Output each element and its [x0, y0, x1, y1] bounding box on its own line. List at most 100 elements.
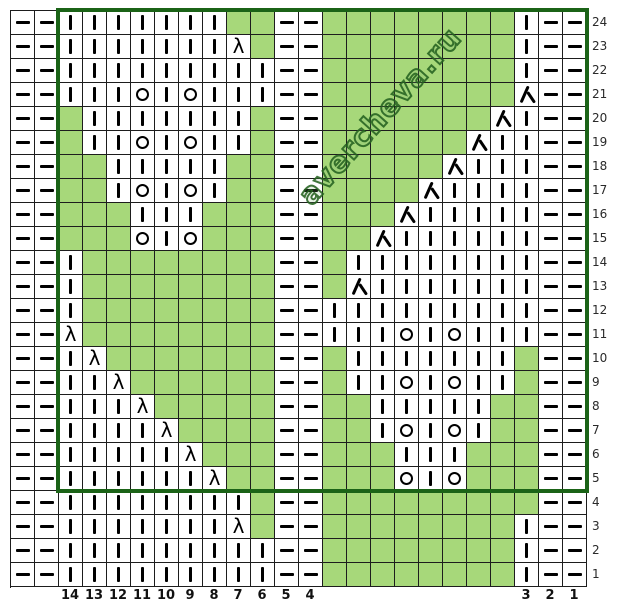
knit-bar-symbol [467, 251, 490, 274]
cell-r15-c5 [107, 227, 131, 251]
cell-r17-c19 [443, 179, 467, 203]
cell-r22-c5 [107, 59, 131, 83]
cell-r16-c3 [59, 203, 83, 227]
knit-bar-symbol [59, 539, 82, 562]
cell-r15-c17 [395, 227, 419, 251]
cell-r11-c1 [11, 323, 35, 347]
cell-r23-c7 [155, 35, 179, 59]
cell-r21-c7 [155, 83, 179, 107]
knit-bar-symbol [491, 371, 514, 394]
cell-r14-c1 [11, 251, 35, 275]
purl-dash-symbol [275, 107, 298, 130]
knit-bar-symbol [203, 59, 226, 82]
cell-r23-c9 [203, 35, 227, 59]
knit-bar-symbol [419, 467, 442, 490]
knit-bar-symbol [59, 347, 82, 370]
cell-r13-c22 [515, 275, 539, 299]
knit-bar-symbol [83, 395, 106, 418]
cell-r15-c20 [467, 227, 491, 251]
cell-r7-c19 [443, 419, 467, 443]
purl-dash-symbol [563, 467, 586, 490]
knit-bar-symbol [83, 107, 106, 130]
cell-r24-c18 [419, 11, 443, 35]
purl-dash-symbol [11, 443, 34, 466]
cell-r15-c11 [251, 227, 275, 251]
knit-bar-symbol [203, 11, 226, 34]
purl-dash-symbol [35, 323, 58, 346]
cell-r5-c2 [35, 467, 59, 491]
cell-r19-c3 [59, 131, 83, 155]
purl-dash-symbol [275, 131, 298, 154]
cell-r7-c14 [323, 419, 347, 443]
cell-r12-c8 [179, 299, 203, 323]
purl-dash-symbol [563, 563, 586, 586]
cell-r11-c7 [155, 323, 179, 347]
purl-dash-symbol [563, 371, 586, 394]
double-decrease-symbol [491, 107, 514, 130]
cell-r19-c13 [299, 131, 323, 155]
knit-bar-symbol [59, 83, 82, 106]
left-decrease-symbol: λ [136, 394, 149, 418]
yarn-over-symbol [395, 419, 418, 442]
cell-r17-c4 [83, 179, 107, 203]
cell-r2-c3 [59, 539, 83, 563]
purl-dash-symbol [275, 35, 298, 58]
purl-dash-symbol [299, 11, 322, 34]
cell-r8-c12 [275, 395, 299, 419]
cell-r17-c10 [227, 179, 251, 203]
cell-r21-c8 [179, 83, 203, 107]
cell-r21-c15 [347, 83, 371, 107]
cell-r13-c13 [299, 275, 323, 299]
purl-dash-symbol [35, 59, 58, 82]
purl-dash-symbol [539, 515, 562, 538]
knit-bar-symbol [371, 347, 394, 370]
row-number-13: 13 [592, 279, 608, 293]
cell-r22-c14 [323, 59, 347, 83]
cell-r1-c6 [131, 563, 155, 587]
cell-r14-c16 [371, 251, 395, 275]
cell-r21-c23 [539, 83, 563, 107]
knit-bar-symbol [491, 251, 514, 274]
cell-r22-c19 [443, 59, 467, 83]
cell-r3-c15 [347, 515, 371, 539]
purl-dash-symbol [563, 491, 586, 514]
cell-r3-c18 [419, 515, 443, 539]
cell-r1-c23 [539, 563, 563, 587]
yarn-over-symbol [131, 179, 154, 202]
cell-r10-c2 [35, 347, 59, 371]
cell-r8-c1 [11, 395, 35, 419]
knit-bar-symbol [155, 155, 178, 178]
cell-r2-c20 [467, 539, 491, 563]
cell-r22-c21 [491, 59, 515, 83]
cell-r9-c17 [395, 371, 419, 395]
cell-r8-c10 [227, 395, 251, 419]
cell-r4-c18 [419, 491, 443, 515]
knit-bar-symbol [515, 59, 538, 82]
purl-dash-symbol [563, 251, 586, 274]
cell-r20-c22 [515, 107, 539, 131]
row-numbers-column: 24 23 22 21 20 19 18 17 16 15 14 13 12 11 10 9 8 7 6 5 4 3 2 1 [592, 10, 620, 586]
stitch-number-5: 5 [281, 588, 291, 603]
cell-r20-c21 [491, 107, 515, 131]
purl-dash-symbol [11, 35, 34, 58]
cell-r9-c10 [227, 371, 251, 395]
cell-r9-c7 [155, 371, 179, 395]
cell-r16-c7 [155, 203, 179, 227]
double-decrease-symbol [395, 203, 418, 226]
cell-r1-c19 [443, 563, 467, 587]
knit-bar-symbol [443, 395, 466, 418]
knit-bar-symbol [131, 491, 154, 514]
purl-dash-symbol [275, 251, 298, 274]
cell-r1-c7 [155, 563, 179, 587]
knit-bar-symbol [515, 299, 538, 322]
cell-r2-c24 [563, 539, 587, 563]
cell-r7-c20 [467, 419, 491, 443]
purl-dash-symbol [299, 227, 322, 250]
cell-r20-c4 [83, 107, 107, 131]
purl-dash-symbol [11, 11, 34, 34]
purl-dash-symbol [539, 131, 562, 154]
cell-r23-c10: λ [227, 35, 251, 59]
knit-bar-symbol [59, 59, 82, 82]
purl-dash-symbol [35, 35, 58, 58]
cell-r12-c20 [467, 299, 491, 323]
